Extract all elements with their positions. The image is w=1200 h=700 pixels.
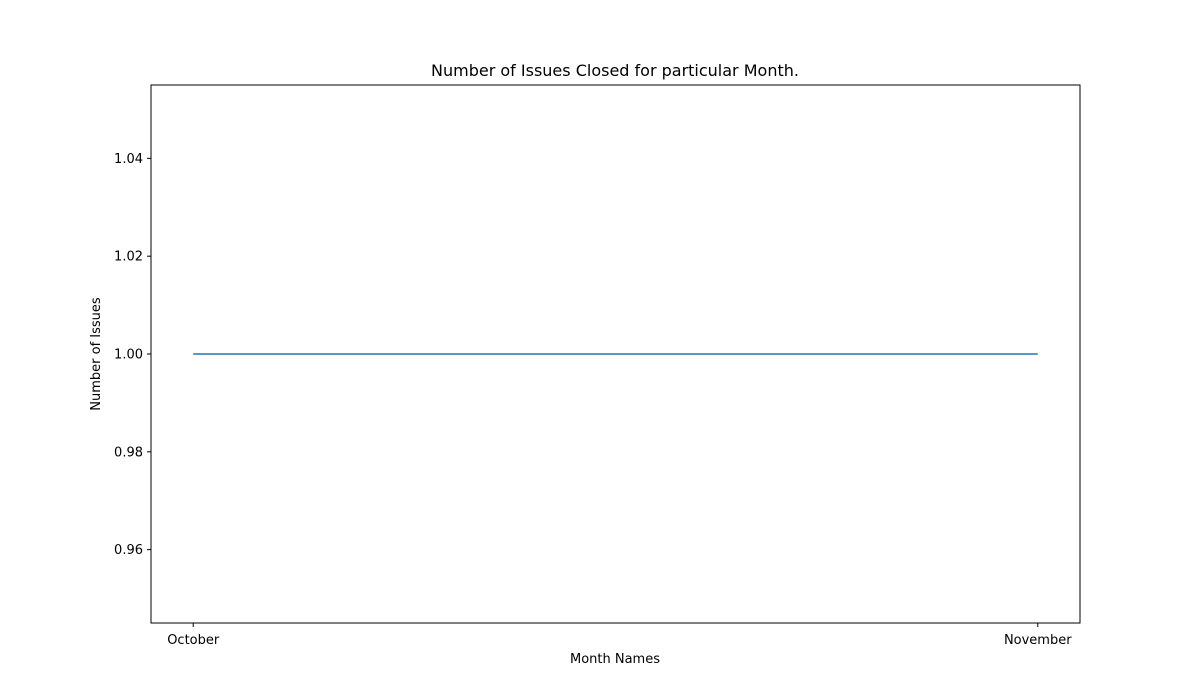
x-axis-ticks: October November: [167, 623, 1072, 648]
plot-frame: [150, 84, 1081, 624]
x-tick-label: November: [1004, 633, 1072, 648]
y-tick-label: 1.00: [114, 348, 143, 363]
x-axis-label: Month Names: [570, 652, 660, 667]
y-axis-label: Number of Issues: [89, 297, 104, 411]
y-tick-label: 1.02: [114, 250, 143, 265]
y-tick-label: 0.98: [114, 445, 143, 460]
y-tick-label: 0.96: [114, 543, 143, 558]
y-tick-label: 1.04: [114, 152, 143, 167]
x-tick-label: October: [167, 633, 220, 648]
chart-title: Number of Issues Closed for particular M…: [431, 61, 799, 80]
y-axis-ticks: 0.96 0.98 1.00 1.02 1.04: [114, 152, 151, 558]
